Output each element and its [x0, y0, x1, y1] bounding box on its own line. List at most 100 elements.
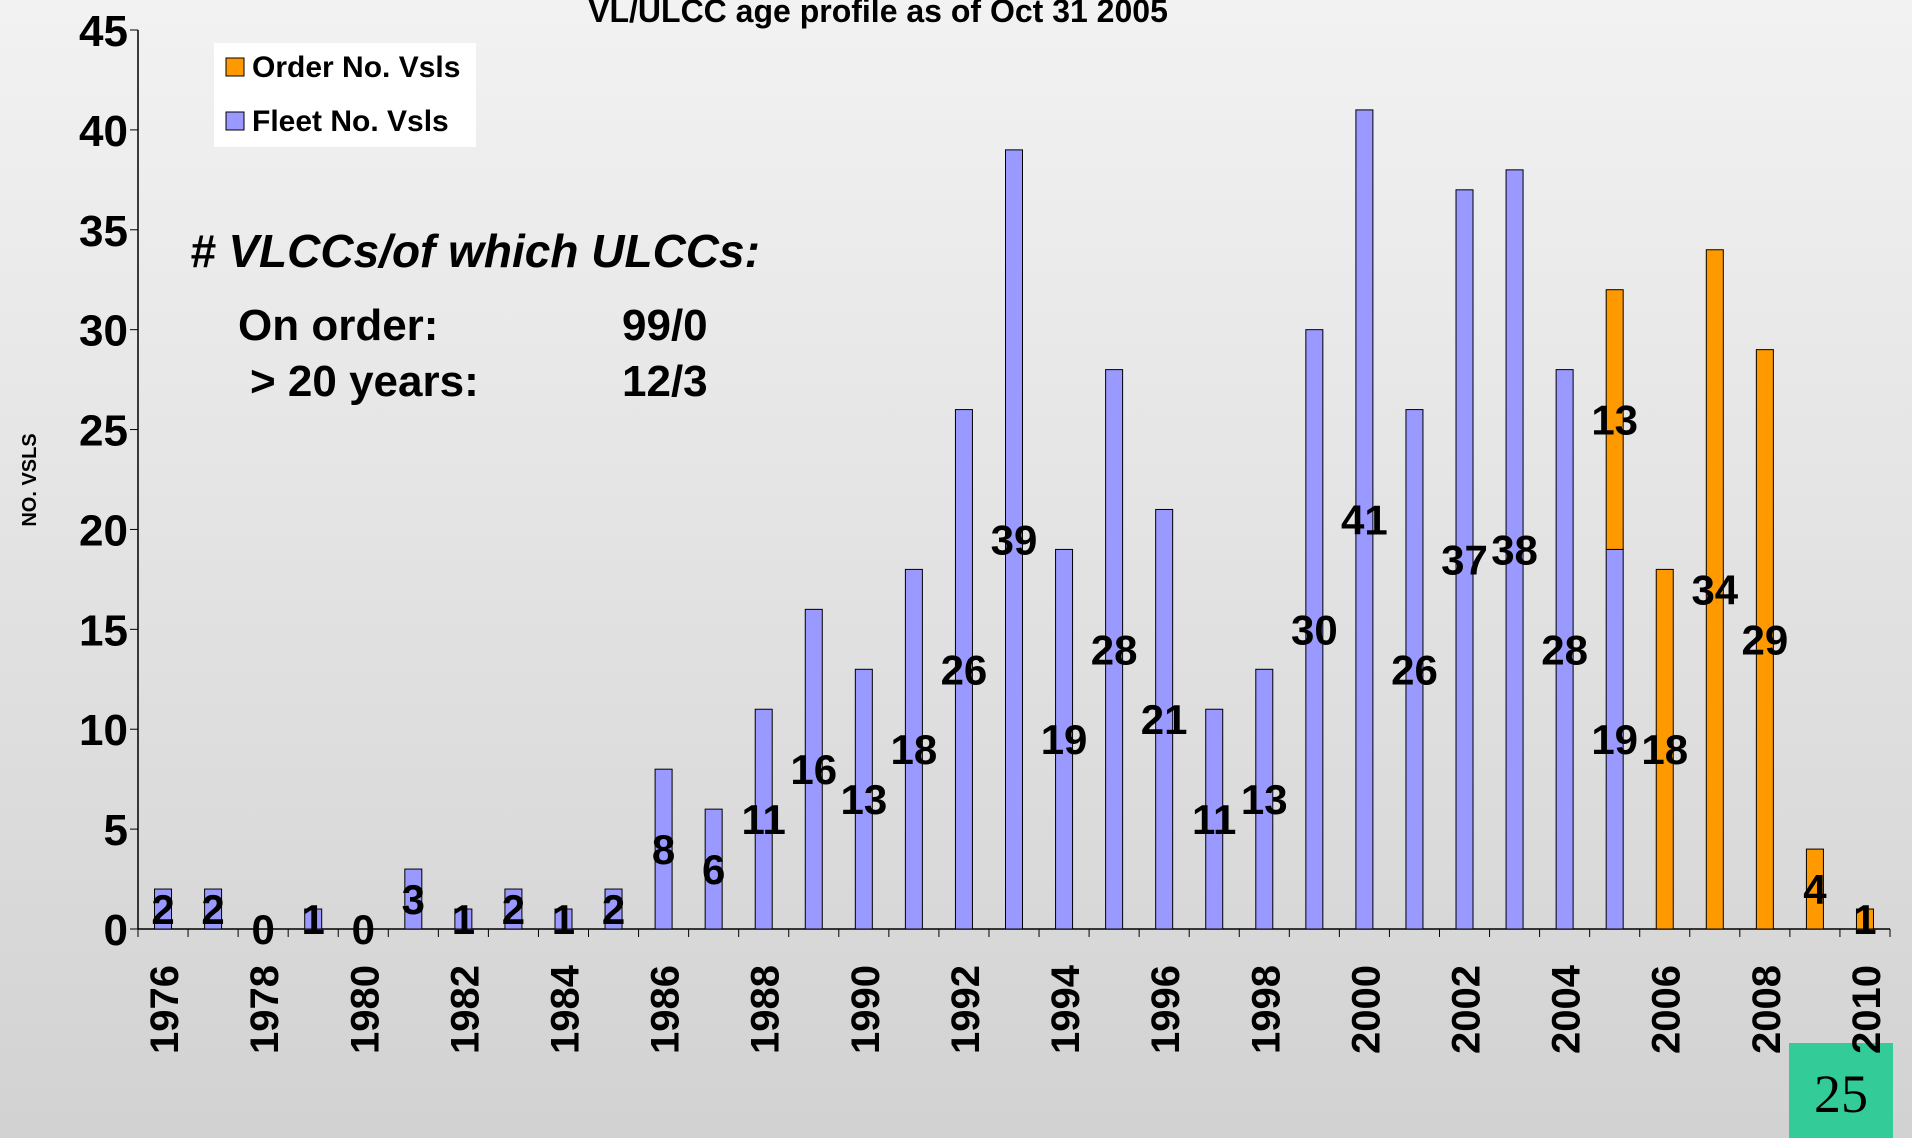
page-number-box: [1789, 1043, 1893, 1138]
x-tick-label: 1980: [343, 965, 387, 1054]
bar: [504, 888, 523, 930]
bar: [304, 908, 323, 930]
data-label: 2: [602, 886, 625, 933]
legend-label: Order No. Vsls: [252, 51, 460, 84]
bar: [554, 908, 573, 930]
data-label: 26: [1391, 646, 1438, 693]
data-label: 18: [1641, 726, 1688, 773]
data-label: 1: [1853, 896, 1876, 943]
bar: [1455, 189, 1474, 930]
bar: [404, 868, 423, 930]
x-tick-label: 1994: [1044, 964, 1088, 1054]
annotation: 12/3: [622, 357, 708, 406]
data-label: 41: [1341, 496, 1388, 543]
bar: [1305, 329, 1324, 930]
annotation: 99/0: [622, 301, 708, 350]
bar: [204, 888, 223, 930]
data-label: 29: [1741, 616, 1788, 663]
bar: [754, 708, 773, 930]
x-tick-label: 1986: [644, 965, 688, 1054]
data-label: 13: [840, 776, 887, 823]
data-label: 13: [1241, 776, 1288, 823]
bar: [654, 768, 673, 930]
bar: [454, 908, 473, 930]
bar: [1105, 369, 1124, 930]
x-tick-label: 1982: [443, 965, 487, 1054]
bar: [1605, 289, 1624, 550]
page-number: 25: [1814, 1064, 1868, 1124]
y-tick-label: 30: [79, 307, 128, 356]
data-label: 28: [1541, 626, 1588, 673]
data-label: 19: [1041, 716, 1088, 763]
x-tick-label: 2010: [1845, 965, 1889, 1054]
x-tick-label: 1978: [243, 965, 287, 1054]
data-label: 11: [742, 796, 786, 843]
data-label: 1: [452, 896, 475, 943]
data-label: 16: [790, 746, 837, 793]
bar: [904, 568, 923, 930]
y-tick-label: 5: [104, 806, 128, 855]
data-label: 11: [1192, 796, 1236, 843]
bar: [1005, 149, 1023, 930]
data-label: 1: [552, 896, 575, 943]
data-label: 4: [1803, 866, 1827, 913]
y-tick-label: 10: [79, 706, 128, 755]
y-tick-label: 20: [79, 506, 128, 555]
bar: [1705, 249, 1724, 930]
x-tick-label: 1988: [744, 965, 788, 1054]
x-tick-label: 1984: [543, 964, 587, 1054]
data-label: 2: [151, 886, 174, 933]
bar: [1855, 908, 1874, 930]
y-axis-label: NO. VSLS: [19, 433, 41, 526]
x-tick-label: 1976: [143, 965, 187, 1054]
bar: [854, 668, 873, 930]
x-tick-label: 2008: [1745, 965, 1789, 1054]
data-label: 39: [991, 516, 1038, 563]
bar: [1805, 848, 1824, 930]
bar: [1755, 349, 1774, 930]
bar: [804, 608, 823, 930]
data-label: 19: [1591, 716, 1638, 763]
data-label: 30: [1291, 606, 1338, 653]
data-label: 6: [702, 846, 725, 893]
bar: [1655, 568, 1674, 930]
bar: [704, 808, 723, 930]
y-tick-label: 0: [104, 906, 128, 955]
data-label: 1: [302, 896, 325, 943]
legend-swatch: [225, 111, 245, 131]
bar: [1055, 548, 1074, 930]
data-label: 0: [352, 906, 375, 953]
x-tick-label: 1990: [844, 965, 888, 1054]
chart-title: VL/ULCC age profile as of Oct 31 2005: [588, 0, 1168, 29]
legend-box: [214, 43, 476, 147]
bar: [154, 888, 173, 930]
data-label: 18: [891, 726, 938, 773]
bar: [1555, 369, 1574, 930]
bar: [1355, 109, 1374, 930]
x-tick-label: 1992: [944, 965, 988, 1054]
bar: [1255, 668, 1274, 930]
x-tick-label: 1998: [1244, 965, 1288, 1054]
bar: [1155, 508, 1174, 930]
bar: [1505, 169, 1524, 930]
y-tick-label: 45: [79, 7, 128, 56]
data-label: 37: [1441, 536, 1488, 583]
annotation: # VLCCs/of which ULCCs:: [190, 225, 760, 277]
y-tick-label: 15: [79, 606, 128, 655]
data-label: 34: [1691, 566, 1738, 613]
data-label: 21: [1141, 696, 1188, 743]
x-tick-label: 2006: [1645, 965, 1689, 1054]
y-tick-label: 35: [79, 207, 128, 256]
data-label: 0: [251, 906, 274, 953]
annotation: On order:: [238, 301, 438, 350]
data-label: 2: [201, 886, 224, 933]
x-tick-label: 2004: [1545, 964, 1589, 1054]
bar: [954, 409, 973, 930]
x-tick-label: 2000: [1344, 965, 1388, 1054]
bar: [604, 888, 623, 930]
data-label: 3: [402, 876, 425, 923]
data-label: 2: [502, 886, 525, 933]
data-label: 28: [1091, 626, 1138, 673]
